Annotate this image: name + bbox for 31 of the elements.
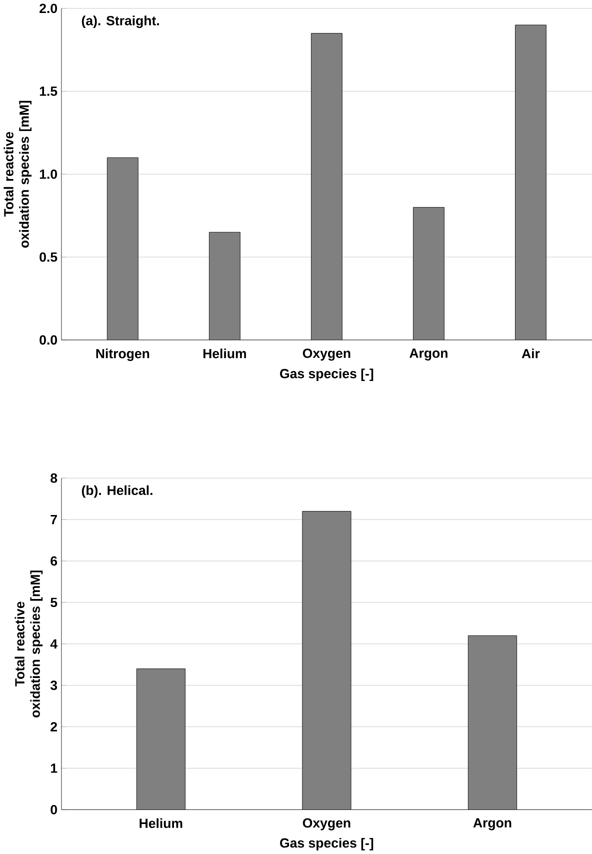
annotation: (b). Helical.	[82, 485, 152, 498]
y-tick-label: 1.5	[40, 86, 58, 96]
y-tick-label: 0.5	[40, 252, 58, 262]
y-tick-label: 0.0	[40, 335, 57, 345]
x-axis-title: Gas species [-]	[280, 838, 374, 850]
y-tick-label: 0	[50, 804, 57, 814]
x-tick-label: Helium	[203, 348, 246, 358]
x-tick-label: Argon	[473, 818, 512, 830]
x-axis-title: Gas species [-]	[280, 368, 374, 381]
bar	[468, 635, 517, 810]
y-tick-label: 3	[50, 680, 57, 690]
y-tick-label: 6	[50, 556, 57, 566]
y-tick-label: 8	[50, 473, 58, 483]
annotation: (a). Straight.	[82, 16, 159, 28]
x-tick-label: Oxygen	[302, 348, 350, 361]
x-tick-label: Argon	[409, 348, 448, 361]
y-tick-label: 5	[50, 598, 58, 608]
y-tick-label: 4	[50, 639, 58, 648]
bar	[136, 668, 186, 810]
y-tick-label: 7	[50, 514, 57, 524]
y-tick-label: 2	[50, 722, 57, 732]
y-axis-title: Total reactive oxidation species [mM]	[14, 570, 43, 718]
y-tick-label: 1	[50, 764, 58, 773]
x-tick-label: Nitrogen	[96, 348, 150, 361]
x-tick-label: Oxygen	[302, 818, 350, 830]
y-tick-label: 1.0	[40, 169, 57, 179]
x-tick-label: Helium	[140, 818, 182, 828]
y-axis-title: Total reactive oxidation species [mM]	[4, 100, 32, 248]
y-tick-label: 2.0	[39, 4, 57, 14]
x-tick-label: Air	[522, 348, 540, 358]
bar	[302, 511, 351, 810]
